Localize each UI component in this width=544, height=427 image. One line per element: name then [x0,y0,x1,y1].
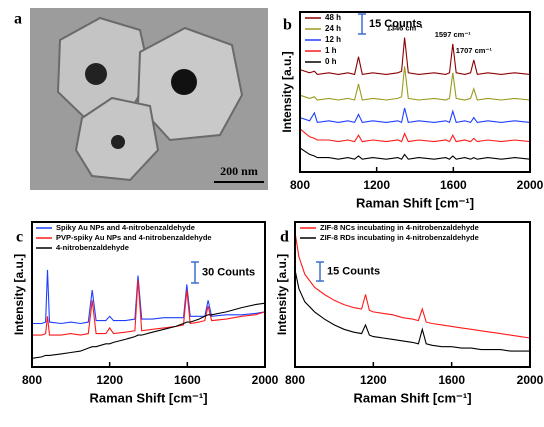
x-axis-label: Raman Shift [cm⁻¹] [356,195,474,210]
x-tick-label: 2000 [517,373,544,387]
spectrum-line [299,147,531,160]
legend-label: 48 h [325,13,341,22]
x-tick-label: 800 [285,373,305,387]
x-tick-label: 1200 [360,373,387,387]
plot-frame [31,221,266,368]
legend-label: 24 h [325,24,341,33]
panel-label: d [280,229,289,246]
tem-image: 200 nm a [14,8,268,190]
spectrum-line [299,128,531,143]
x-tick-label: 1600 [438,373,465,387]
panel-label: a [14,11,22,28]
plot-frame [294,221,531,368]
peak-annotation: 1597 cm⁻¹ [435,30,472,39]
x-tick-label: 2000 [252,373,279,387]
chart-panel: 800 1200 1600 2000 Raman Shift [cm⁻¹] Intensi… [12,221,279,405]
x-tick-label: 800 [22,373,42,387]
spectrum-line [294,269,530,352]
legend-label: 4-nitrobenzaldehyde [56,243,129,252]
spectrum-line [31,302,266,359]
particle-core [111,135,125,149]
legend-label: 0 h [325,57,337,66]
count-scale-label: 15 Counts [327,265,380,277]
spectrum-line [299,66,531,101]
count-scale-label: 15 Counts [369,18,422,30]
particle-core [171,69,197,95]
legend-label: ZIF-8 NCs incubating in 4-nitrobenzaldeh… [320,223,479,232]
x-axis-label: Raman Shift [cm⁻¹] [353,390,471,405]
legend-label: 1 h [325,46,337,55]
spectrum-line [299,37,531,76]
y-axis-label: Intensity [a.u.] [275,254,289,335]
spectrum-line [32,279,266,336]
x-tick-label: 1200 [96,373,123,387]
x-tick-label: 1600 [440,178,467,192]
panel-label: b [283,17,292,34]
y-axis-label: Intensity [a.u.] [280,51,294,132]
legend-label: PVP-spiky Au NPs and 4-nitrobenzaldehyde [56,233,212,242]
legend-label: ZIF-8 RDs incubating in 4-nitrobenzaldeh… [320,233,479,242]
x-tick-label: 800 [290,178,310,192]
peak-annotation: 1346 cm⁻¹ [387,24,424,33]
chart-panel: 800 1200 1600 2000 Raman Shift [cm⁻¹] Intensi… [275,221,544,405]
panel-label: c [16,229,23,246]
legend-label: 12 h [325,35,341,44]
y-axis-label: Intensity [a.u.] [12,254,26,335]
particle-core [85,63,107,85]
x-tick-label: 1600 [174,373,201,387]
legend-label: Spiky Au NPs and 4-nitrobenzaldehyde [56,223,195,232]
x-axis-label: Raman Shift [cm⁻¹] [89,390,207,405]
plot-frame [299,11,531,173]
spectrum-line [299,107,531,124]
x-tick-label: 1200 [363,178,390,192]
spectrum-line [294,232,531,339]
image-scale-label: 200 nm [220,164,258,178]
x-tick-label: 2000 [517,178,544,192]
chart-panel: 800 1200 1600 2000 Raman Shift [cm⁻¹] Intensi… [280,11,544,210]
peak-annotation: 1707 cm⁻¹ [456,46,493,55]
count-scale-label: 30 Counts [202,266,255,278]
